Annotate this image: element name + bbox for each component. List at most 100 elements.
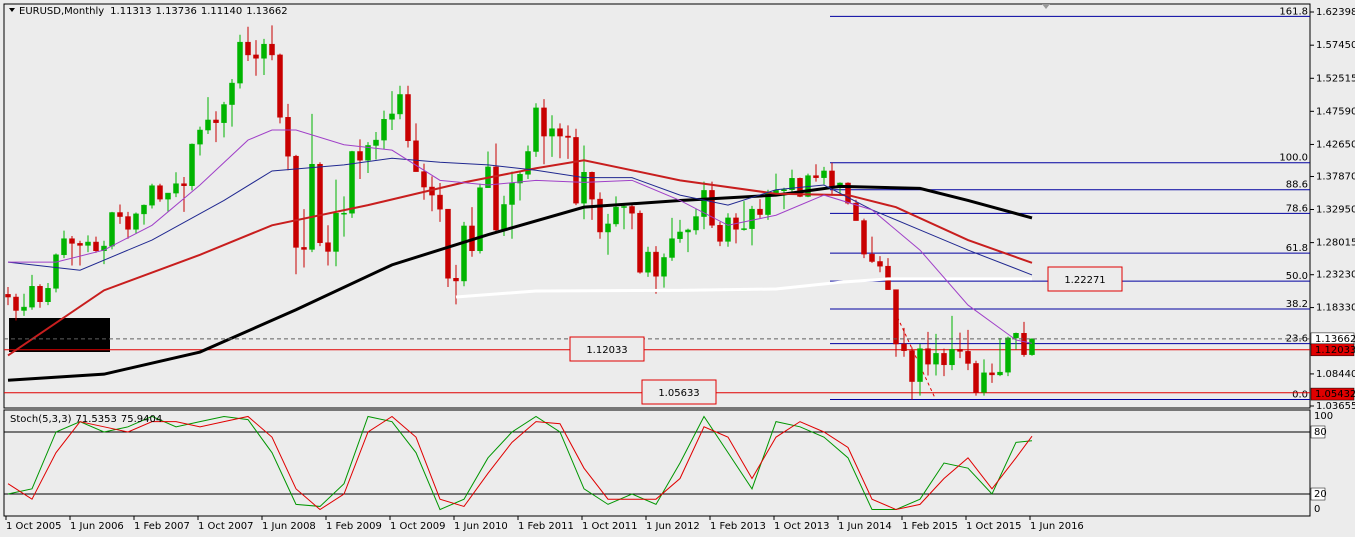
x-tick-label: 1 Oct 2005 [6, 521, 61, 532]
candle-body [205, 119, 211, 131]
candle-body [45, 288, 51, 302]
x-tick-label: 1 Feb 2007 [134, 521, 190, 532]
candle-body [877, 261, 883, 267]
candle-body [629, 206, 635, 214]
axis-price-marker [1310, 387, 1355, 401]
candle-body [893, 289, 899, 345]
candle-body [549, 128, 555, 137]
fibo-label: 100.0 [1279, 153, 1308, 164]
x-tick-label: 1 Jun 2008 [262, 521, 316, 532]
candle-body [341, 212, 347, 215]
candle-body [853, 202, 859, 221]
candle-body [525, 151, 531, 175]
candle-body [981, 372, 987, 393]
candle-body [149, 185, 155, 206]
close-readout: 1.13662 [246, 6, 287, 17]
candle-body [621, 206, 627, 208]
high-readout: 1.13736 [156, 6, 197, 17]
menu-arrow[interactable] [9, 8, 15, 12]
fibo-label: 50.0 [1286, 271, 1308, 282]
candle-body [357, 151, 363, 161]
candle-body [973, 363, 979, 393]
candle-body [565, 135, 571, 138]
candle-body [461, 225, 467, 282]
candle-body [373, 139, 379, 146]
candle-body [85, 241, 91, 246]
candle-body [661, 257, 667, 277]
stoch-line [7, 415, 1033, 511]
y-tick-label: 1.62398 [1316, 7, 1355, 18]
candle-body [69, 238, 75, 244]
candle-body [29, 286, 35, 308]
candle-body [381, 119, 387, 141]
y-tick-label: 1.37870 [1316, 172, 1355, 183]
fibo-label: 61.8 [1286, 243, 1308, 254]
candle-body [917, 348, 923, 382]
candle-body [1029, 338, 1035, 355]
price-annotation: 1.22271 [1064, 275, 1105, 286]
candle-body [141, 204, 147, 215]
y-tick-label: 1.18330 [1316, 303, 1355, 314]
x-tick-label: 1 Feb 2013 [710, 521, 766, 532]
candle-body [413, 140, 419, 172]
price-annotation-box [1047, 266, 1123, 292]
candle-body [581, 172, 587, 204]
candle-body [53, 254, 59, 289]
x-tick-label: 1 Feb 2009 [326, 521, 382, 532]
candle-body [301, 247, 307, 250]
candle-body [701, 190, 707, 217]
candle-body [181, 183, 187, 186]
stoch-tick-label: 0 [1314, 504, 1320, 515]
price-layer: 161.8 100.0 88.6 78.6 61.8 50.0 38.2 23.6 0.0 1.2… [4, 6, 1310, 405]
candle-body [717, 225, 723, 242]
candle-body [133, 213, 139, 230]
x-tick-label: 1 Oct 2009 [390, 521, 445, 532]
candle-body [597, 198, 603, 233]
stoch-tick-label: 20 [1314, 489, 1327, 500]
fibo-label: 23.6 [1286, 334, 1308, 345]
price-annotation: 1.12033 [586, 345, 627, 356]
candle-body [685, 229, 691, 233]
candle-body [557, 128, 563, 137]
candle-body [677, 231, 683, 239]
moving-average [8, 129, 1033, 344]
candle-body [909, 350, 915, 382]
candle-body [397, 94, 403, 115]
candle-body [93, 241, 99, 252]
shift-marker [1042, 4, 1050, 9]
x-tick-label: 1 Jun 2012 [646, 521, 700, 532]
y-tick-label: 1.57450 [1316, 40, 1355, 51]
x-tick-label: 1 Oct 2011 [582, 521, 637, 532]
fibo-label: 78.6 [1286, 203, 1308, 214]
fibo-label: 161.8 [1279, 6, 1308, 17]
candle-body [405, 94, 411, 142]
black-box [9, 318, 110, 352]
candle-body [237, 41, 243, 84]
candle-body [77, 243, 83, 246]
candle-body [869, 253, 875, 262]
x-tick-label: 1 Oct 2013 [774, 521, 829, 532]
candle-body [965, 351, 971, 364]
stoch-line [7, 415, 1033, 511]
candle-body [197, 129, 203, 145]
y-tick-label: 1.08440 [1316, 369, 1355, 380]
stoch-level-marker [1310, 425, 1326, 439]
price-annotation-box [641, 379, 717, 405]
y-tick-label: 1.32950 [1316, 205, 1355, 216]
x-tick-label: 1 Feb 2011 [518, 521, 574, 532]
candle-body [725, 217, 731, 242]
candle-body [125, 216, 131, 230]
candle-body [509, 182, 515, 205]
fibo-label: 38.2 [1286, 299, 1308, 310]
candle-body [605, 223, 611, 233]
candle-body [333, 212, 339, 252]
stochastic-panel [3, 409, 1311, 517]
candle-body [653, 251, 659, 277]
trend-line [894, 311, 936, 399]
stoch-level-marker [1310, 487, 1326, 501]
moving-average [455, 277, 1032, 299]
candle-body [757, 208, 763, 215]
stoch-header: Stoch(5,3,3) 71.5353 75.9404 [10, 414, 162, 425]
candle-body [269, 43, 275, 56]
